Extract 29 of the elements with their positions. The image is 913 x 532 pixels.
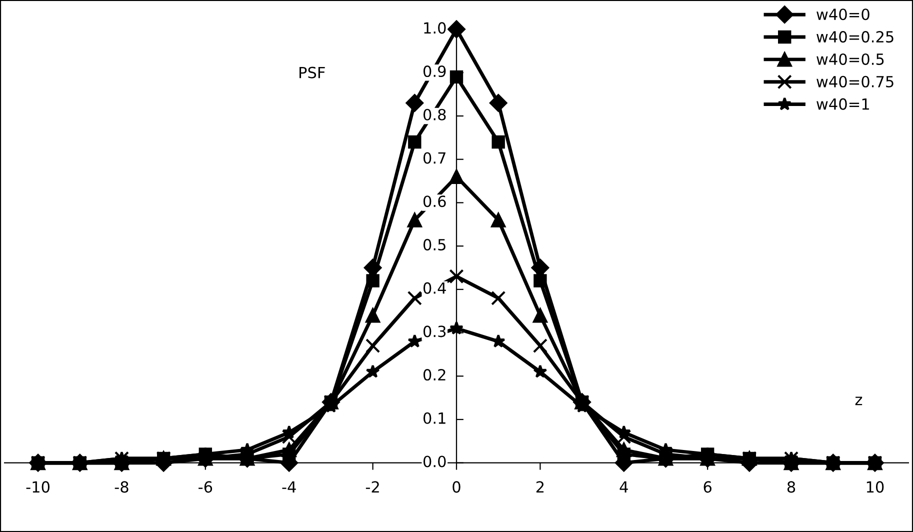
x-axis-title: z xyxy=(855,396,862,406)
legend-label: w40=0 xyxy=(816,8,870,20)
x-tick-label: 10 xyxy=(866,481,884,493)
x-tick-label: 6 xyxy=(704,481,712,493)
y-tick-label: 0.1 xyxy=(423,412,446,424)
x-tick-label: -6 xyxy=(198,481,212,493)
y-tick-label: 0.6 xyxy=(423,196,446,208)
x-tick-label: -4 xyxy=(282,481,296,493)
legend-label: w40=0.75 xyxy=(816,76,894,88)
y-tick-label: 0.3 xyxy=(423,326,446,338)
y-tick-label: 0.5 xyxy=(423,238,446,250)
y-tick-label: 1.0 xyxy=(424,22,446,34)
x-tick-label: 4 xyxy=(620,481,628,493)
y-tick-label: 0.9 xyxy=(423,65,446,78)
legend-label: w40=0.25 xyxy=(816,31,894,43)
x-tick-label: -8 xyxy=(114,481,128,493)
x-tick-label: 2 xyxy=(536,481,544,493)
x-tick-label: 0 xyxy=(452,481,460,493)
y-axis-title: PSF xyxy=(300,66,325,78)
legend-label: w40=1 xyxy=(816,98,869,110)
x-tick-label: -10 xyxy=(26,481,50,493)
x-tick-label: -2 xyxy=(366,481,379,493)
y-tick-label: 0.0 xyxy=(423,456,446,468)
y-tick-label: 0.7 xyxy=(423,152,446,164)
y-tick-label: 0.2 xyxy=(423,369,446,381)
y-tick-label: 0.8 xyxy=(423,108,446,120)
y-tick-label: 0.4 xyxy=(423,282,446,294)
legend-label: w40=0.5 xyxy=(816,53,884,65)
x-tick-label: 8 xyxy=(787,481,796,493)
